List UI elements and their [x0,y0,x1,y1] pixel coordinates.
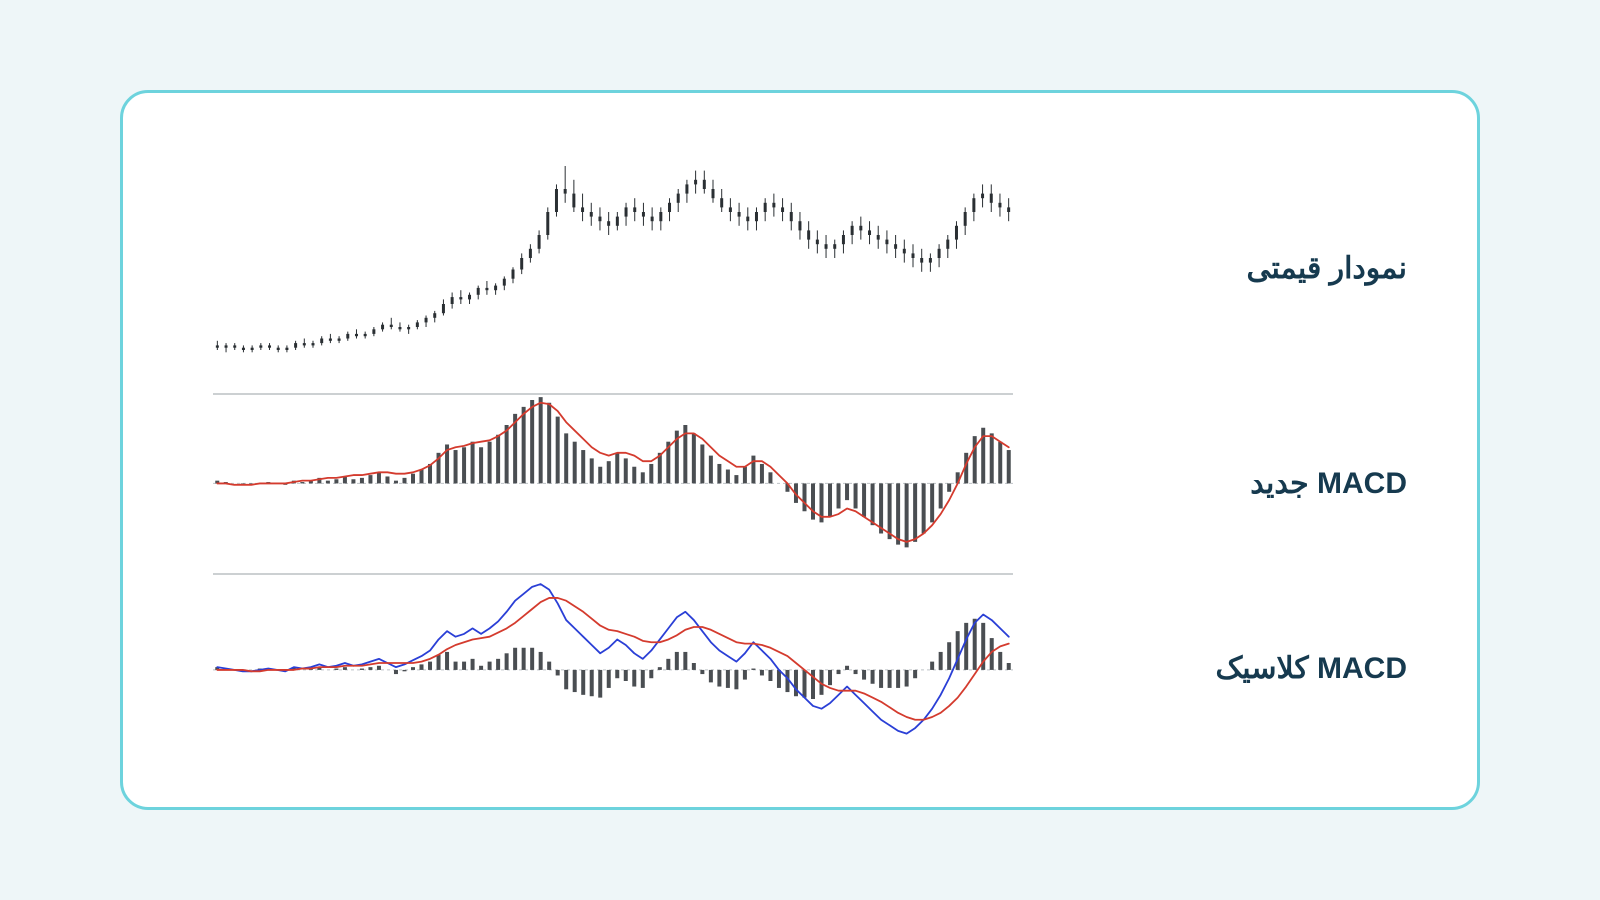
macd-classic-chart [213,573,1013,763]
macd-classic-label: MACD کلاسیک [1053,651,1407,686]
price-chart [213,143,1013,393]
price-label: نمودار قیمتی [1053,251,1407,286]
chart-card: نمودار قیمتی MACD جدید MACD کلاسیک [120,90,1480,810]
price-row: نمودار قیمتی [213,143,1407,393]
macd-new-row: MACD جدید [213,393,1407,573]
macd-new-chart [213,393,1013,573]
macd-classic-row: MACD کلاسیک [213,573,1407,763]
macd-new-label: MACD جدید [1053,466,1407,501]
